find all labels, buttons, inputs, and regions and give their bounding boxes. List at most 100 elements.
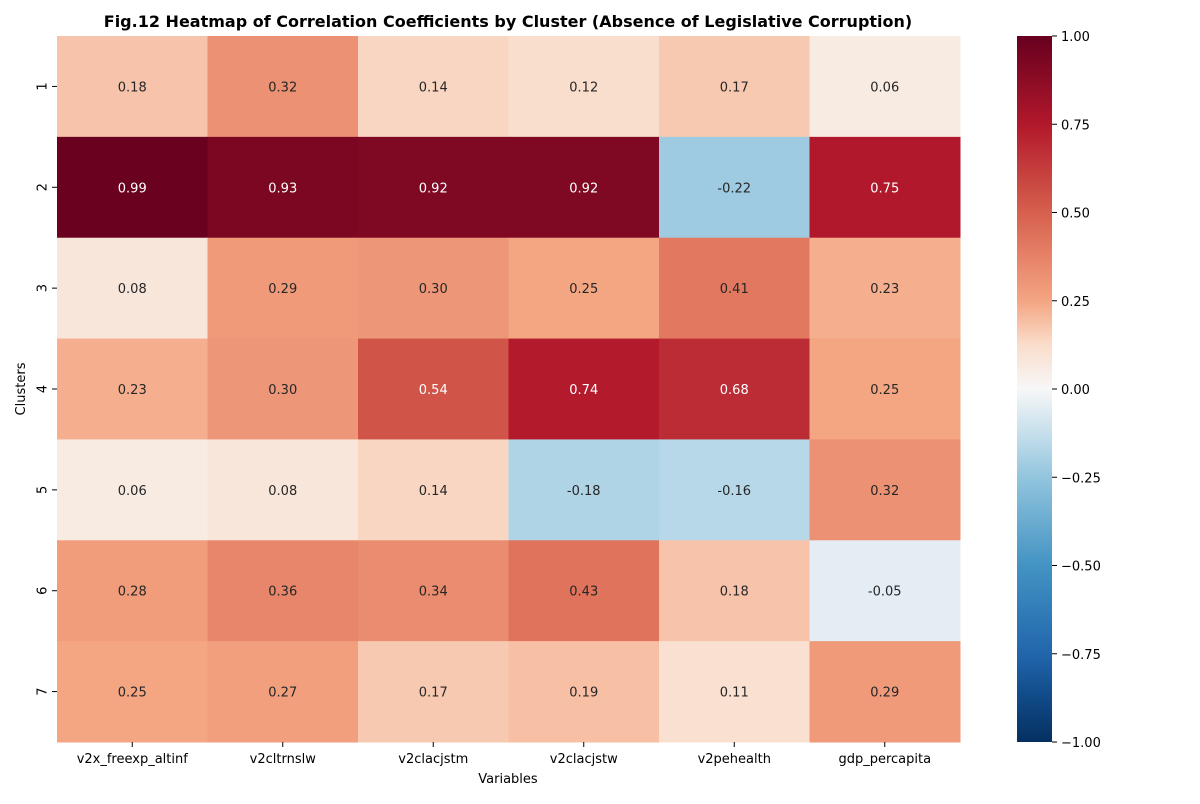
cell-value-label: 0.12 bbox=[569, 80, 598, 95]
x-tick-label: gdp_percapita bbox=[838, 752, 931, 767]
heatmap-cell bbox=[57, 136, 208, 239]
heatmap-cell bbox=[358, 641, 509, 743]
cell-value-label: 0.25 bbox=[118, 686, 147, 701]
cell-value-label: 0.92 bbox=[419, 181, 448, 196]
cell-value-label: 0.17 bbox=[720, 80, 749, 95]
y-tick-label: 7 bbox=[36, 687, 51, 695]
colorbar-tick-label: 0.50 bbox=[1061, 207, 1090, 222]
heatmap-cell bbox=[809, 338, 961, 440]
heatmap-cell bbox=[207, 439, 359, 541]
heatmap-cell bbox=[809, 439, 961, 541]
cell-value-label: 0.27 bbox=[268, 686, 297, 701]
cell-value-label: 0.23 bbox=[870, 282, 899, 297]
heatmap-cell bbox=[659, 540, 810, 642]
cell-value-label: -0.05 bbox=[868, 585, 902, 600]
heatmap-annotations: 0.18 0.32 0.14 0.12 0.17 0.06 0.99 0.93 0.92 0.92… bbox=[118, 80, 902, 700]
cell-value-label: 0.30 bbox=[268, 383, 297, 398]
heatmap-cell bbox=[358, 338, 509, 440]
colorbar-tick-label: 0.25 bbox=[1061, 295, 1090, 310]
cell-value-label: 0.14 bbox=[419, 484, 448, 499]
cell-value-label: 0.34 bbox=[419, 585, 448, 600]
cell-value-label: 0.06 bbox=[870, 80, 899, 95]
colorbar: 1.00 0.75 0.50 0.25 0.00 −0.25 −0.50 −0.75 −1.00 bbox=[1017, 30, 1101, 751]
heatmap-cell bbox=[207, 641, 359, 743]
x-tick-label: v2clacjstw bbox=[550, 752, 618, 767]
heatmap-cell bbox=[809, 36, 961, 138]
heatmap-cell bbox=[508, 439, 660, 541]
cell-value-label: 0.08 bbox=[268, 484, 297, 499]
x-tick-label: v2clacjstm bbox=[398, 752, 468, 767]
cell-value-label: 0.32 bbox=[870, 484, 899, 499]
colorbar-tick-label: −0.75 bbox=[1061, 648, 1101, 663]
cell-value-label: 0.08 bbox=[118, 282, 147, 297]
heatmap-cell bbox=[57, 36, 208, 138]
y-tick-label: 3 bbox=[36, 284, 51, 292]
heatmap-cell bbox=[809, 136, 961, 239]
cell-value-label: 0.29 bbox=[870, 686, 899, 701]
x-axis-label: Variables bbox=[478, 772, 538, 787]
cell-value-label: -0.22 bbox=[717, 181, 751, 196]
heatmap-cell bbox=[508, 136, 660, 239]
heatmap-cell bbox=[57, 237, 208, 340]
heatmap-cell bbox=[809, 540, 961, 642]
heatmap-cell bbox=[508, 641, 660, 743]
cell-value-label: 0.25 bbox=[569, 282, 598, 297]
cell-value-label: 0.19 bbox=[569, 686, 598, 701]
heatmap-cell bbox=[659, 237, 810, 340]
heatmap-cell bbox=[358, 237, 509, 340]
heatmap-cell bbox=[207, 136, 359, 239]
cell-value-label: 0.41 bbox=[720, 282, 749, 297]
heatmap-cell bbox=[508, 540, 660, 642]
heatmap-cell bbox=[358, 439, 509, 541]
cell-value-label: 0.43 bbox=[569, 585, 598, 600]
heatmap-cell bbox=[57, 439, 208, 541]
heatmap-cell bbox=[207, 237, 359, 340]
x-tick-label: v2x_freexp_altinf bbox=[77, 752, 189, 767]
cell-value-label: 0.68 bbox=[720, 383, 749, 398]
y-tick-label: 1 bbox=[36, 82, 51, 90]
cell-value-label: 0.17 bbox=[419, 686, 448, 701]
y-axis: 1 2 3 4 5 6 7 bbox=[36, 82, 57, 696]
cell-value-label: 0.92 bbox=[569, 181, 598, 196]
cell-value-label: -0.16 bbox=[717, 484, 751, 499]
cell-value-label: 0.54 bbox=[419, 383, 448, 398]
colorbar-tick-label: 0.75 bbox=[1061, 118, 1090, 133]
colorbar-tick-label: −0.25 bbox=[1061, 471, 1101, 486]
heatmap-cell bbox=[659, 439, 810, 541]
heatmap-cell bbox=[207, 36, 359, 138]
cell-value-label: 0.29 bbox=[268, 282, 297, 297]
y-tick-label: 5 bbox=[36, 486, 51, 494]
heatmap-cell bbox=[358, 540, 509, 642]
y-axis-label: Clusters bbox=[14, 362, 29, 415]
heatmap-cell bbox=[207, 338, 359, 440]
heatmap-cell bbox=[358, 136, 509, 239]
colorbar-tick-label: −1.00 bbox=[1061, 736, 1101, 751]
heatmap-cell bbox=[57, 338, 208, 440]
cell-value-label: 0.36 bbox=[268, 585, 297, 600]
heatmap-cell bbox=[659, 641, 810, 743]
cell-value-label: 0.14 bbox=[419, 80, 448, 95]
cell-value-label: 0.06 bbox=[118, 484, 147, 499]
x-tick-label: v2pehealth bbox=[698, 752, 771, 767]
heatmap-cell bbox=[508, 237, 660, 340]
heatmap-cell bbox=[358, 36, 509, 138]
heatmap-cells bbox=[57, 36, 961, 743]
colorbar-tick-label: −0.50 bbox=[1061, 560, 1101, 575]
x-axis: v2x_freexp_altinf v2cltrnslw v2clacjstm v2c… bbox=[77, 742, 931, 767]
cell-value-label: 0.32 bbox=[268, 80, 297, 95]
cell-value-label: 0.93 bbox=[268, 181, 297, 196]
cell-value-label: 0.18 bbox=[720, 585, 749, 600]
heatmap-cell bbox=[809, 237, 961, 340]
cell-value-label: 0.74 bbox=[569, 383, 598, 398]
chart-title: Fig.12 Heatmap of Correlation Coefficien… bbox=[104, 12, 912, 31]
y-tick-label: 4 bbox=[36, 385, 51, 393]
heatmap-cell bbox=[809, 641, 961, 743]
colorbar-gradient bbox=[1017, 36, 1052, 742]
cell-value-label: 0.99 bbox=[118, 181, 147, 196]
y-tick-label: 6 bbox=[36, 587, 51, 595]
cell-value-label: 0.30 bbox=[419, 282, 448, 297]
cell-value-label: -0.18 bbox=[567, 484, 601, 499]
cell-value-label: 0.11 bbox=[720, 686, 749, 701]
